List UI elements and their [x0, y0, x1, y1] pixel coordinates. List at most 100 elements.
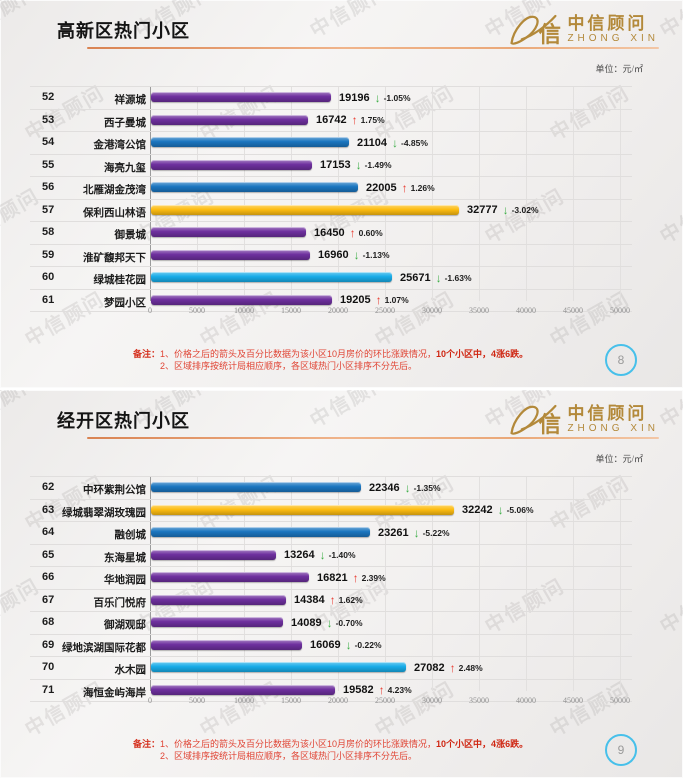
- change-percent: -1.13%: [362, 250, 390, 261]
- value-bar: [151, 182, 358, 192]
- row-value-group: 17153 ↓ -1.49%: [320, 155, 392, 177]
- row-rank: 55: [42, 158, 55, 171]
- row-plot: 16069 ↓ -0.22%: [150, 635, 632, 657]
- footnote-line2: 2、区域排序按统计局相应顺序，各区域热门小区排序不分先后。: [160, 751, 418, 761]
- row-plot: 32242 ↓ -5.06%: [150, 500, 632, 522]
- row-community-name: 梦园小区: [104, 296, 146, 309]
- change-percent: 4.23%: [387, 685, 412, 696]
- slide-divider: [0, 388, 683, 390]
- price-value: 19196: [339, 91, 370, 104]
- chart-row: 55 海亮九玺 17153 ↓ -1.49%: [30, 155, 632, 177]
- footnote: 备注： 1、价格之后的箭头及百分比数据为该小区10月房价的环比涨跌情况，10个小…: [133, 348, 528, 372]
- change-percent: 0.60%: [358, 227, 383, 238]
- watermark-text: 中信顾问: [306, 0, 394, 43]
- chart-row: 64 融创城 23261 ↓ -5.22%: [30, 522, 632, 545]
- value-bar: [151, 92, 331, 102]
- price-value: 22346: [369, 481, 400, 494]
- axis-tick-label: 25000: [375, 696, 395, 705]
- row-value-group: 32777 ↓ -3.02%: [467, 200, 539, 222]
- value-bar: [151, 114, 308, 125]
- row-rank: 64: [42, 526, 55, 538]
- gridline: [573, 86, 574, 301]
- value-bar: [151, 684, 335, 695]
- change-percent: -5.22%: [422, 527, 450, 538]
- price-value: 16821: [317, 571, 348, 584]
- axis-tick-label: 30000: [422, 696, 442, 705]
- chart-row: 52 祥源城 19196 ↓ -1.05%: [30, 86, 632, 110]
- price-value: 25671: [400, 271, 431, 284]
- price-value: 16450: [314, 226, 345, 239]
- row-rank: 52: [42, 91, 55, 103]
- gridline: [197, 86, 198, 301]
- row-rank: 63: [42, 503, 55, 516]
- chart-row: 57 保利西山林语 32777 ↓ -3.02%: [30, 200, 632, 222]
- row-plot: 32777 ↓ -3.02%: [150, 200, 632, 222]
- row-rank: 56: [42, 181, 55, 193]
- row-value-group: 32242 ↓ -5.06%: [462, 500, 534, 522]
- slide-jingkai: 中信顾问 中信顾问 中信顾问 中信顾问 中信顾问 中信顾问 中信顾问 中信顾问 中信顾问 中信顾问…: [0, 390, 683, 778]
- unit-label: 单位：元/㎡: [595, 64, 643, 74]
- down-arrow-icon: ↓: [404, 480, 411, 495]
- up-arrow-icon: ↑: [401, 180, 408, 195]
- page-number-badge: 9: [605, 734, 637, 766]
- row-rank: 59: [42, 248, 55, 261]
- row-value-group: 22005 ↑ 1.26%: [366, 177, 435, 199]
- chart-row: 71 海恒金屿海岸 19582 ↑ 4.23%: [30, 680, 632, 702]
- axis-tick-label: 40000: [516, 306, 536, 315]
- value-bar: [151, 594, 286, 605]
- x-axis-ticks: 0 5000 10000 15000 20000 25000 30000 35000 40000…: [148, 306, 632, 318]
- row-community-name: 北雁湖金茂湾: [83, 184, 146, 196]
- chart-row: 69 绿地滨湖国际花都 16069 ↓ -0.22%: [30, 635, 632, 657]
- gridline: [197, 476, 198, 691]
- footnote-line1: 1、价格之后的箭头及百分比数据为该小区10月房价的环比涨跌情况，10个小区中，4…: [160, 349, 529, 359]
- x-axis-ticks: 0 5000 10000 15000 20000 25000 30000 35000 40000…: [148, 696, 632, 708]
- row-value-group: 16821 ↑ 2.39%: [317, 567, 386, 589]
- axis-tick-label: 10000: [234, 696, 254, 705]
- change-percent: -3.02%: [511, 205, 539, 216]
- title-underline: [87, 437, 659, 439]
- row-value-group: 21104 ↓ -4.85%: [357, 132, 428, 154]
- unit-label: 单位：元/㎡: [595, 454, 643, 464]
- axis-tick-label: 20000: [328, 306, 348, 315]
- value-bar: [151, 204, 459, 215]
- chart-row: 65 东海星城 13264 ↓ -1.40%: [30, 545, 632, 567]
- chart-row: 59 淮矿馥邦天下 16960 ↓ -1.13%: [30, 245, 632, 267]
- row-community-name: 海亮九玺: [104, 161, 146, 174]
- row-rank: 60: [42, 271, 55, 283]
- row-rank: 54: [42, 136, 55, 148]
- gridlines: [150, 86, 632, 301]
- axis-tick-label: 50000: [610, 306, 630, 315]
- footnote-line1: 1、价格之后的箭头及百分比数据为该小区10月房价的环比涨跌情况，10个小区中，4…: [160, 739, 529, 749]
- axis-tick-label: 0: [148, 306, 152, 315]
- row-value-group: 19582 ↑ 4.23%: [343, 680, 412, 702]
- value-bar: [151, 572, 309, 582]
- row-community-name: 金港湾公馆: [93, 139, 147, 151]
- watermark-text: 中信顾问: [306, 390, 394, 433]
- down-arrow-icon: ↓: [374, 90, 381, 105]
- change-percent: 1.62%: [338, 595, 363, 606]
- row-community-name: 百乐门悦府: [93, 596, 147, 609]
- axis-tick-label: 20000: [328, 696, 348, 705]
- value-bar: [151, 272, 392, 282]
- value-bar: [151, 504, 454, 515]
- gridline: [244, 86, 245, 301]
- down-arrow-icon: ↓: [355, 158, 362, 173]
- value-bar: [151, 662, 406, 672]
- row-value-group: 16742 ↑ 1.75%: [316, 110, 385, 132]
- value-bar: [151, 137, 349, 147]
- gridline: [150, 86, 151, 301]
- down-arrow-icon: ↓: [353, 248, 360, 263]
- row-community-name: 水木园: [114, 664, 147, 676]
- chart-row: 58 御景城 16450 ↑ 0.60%: [30, 222, 632, 245]
- row-value-group: 19196 ↓ -1.05%: [339, 87, 411, 109]
- row-value-group: 16069 ↓ -0.22%: [310, 635, 382, 657]
- price-value: 21104: [357, 136, 387, 149]
- row-value-group: 16450 ↑ 0.60%: [314, 222, 383, 244]
- row-plot: 16960 ↓ -1.13%: [150, 245, 632, 267]
- down-arrow-icon: ↓: [502, 203, 509, 218]
- row-plot: 25671 ↓ -1.63%: [150, 267, 632, 289]
- row-plot: 19582 ↑ 4.23%: [150, 680, 632, 702]
- brand-name-en: ZHONG XIN: [567, 423, 659, 435]
- title-underline: [87, 47, 659, 49]
